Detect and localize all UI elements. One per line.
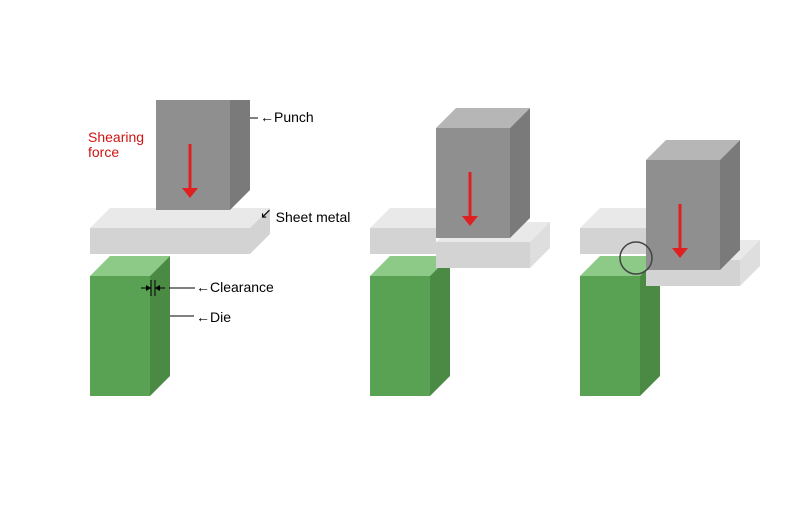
- shearing-svg-3: [580, 100, 760, 420]
- shearing-panel-1: Shearingforce ←Punch ↙ Sheet metal ←Clea…: [90, 100, 330, 420]
- shearing-panel-2: [370, 100, 550, 420]
- shearing-svg-2: [370, 100, 550, 420]
- sheet-metal-label: ↙ Sheet metal: [260, 210, 350, 225]
- diagram-stage: Shearingforce ←Punch ↙ Sheet metal ←Clea…: [0, 100, 800, 420]
- clearance-label: ←Clearance: [196, 280, 274, 295]
- die-label: ←Die: [196, 310, 231, 325]
- punch-label: ←Punch: [260, 110, 314, 125]
- shearing-panel-3: [580, 100, 760, 420]
- shearing-force-label: Shearingforce: [88, 130, 144, 161]
